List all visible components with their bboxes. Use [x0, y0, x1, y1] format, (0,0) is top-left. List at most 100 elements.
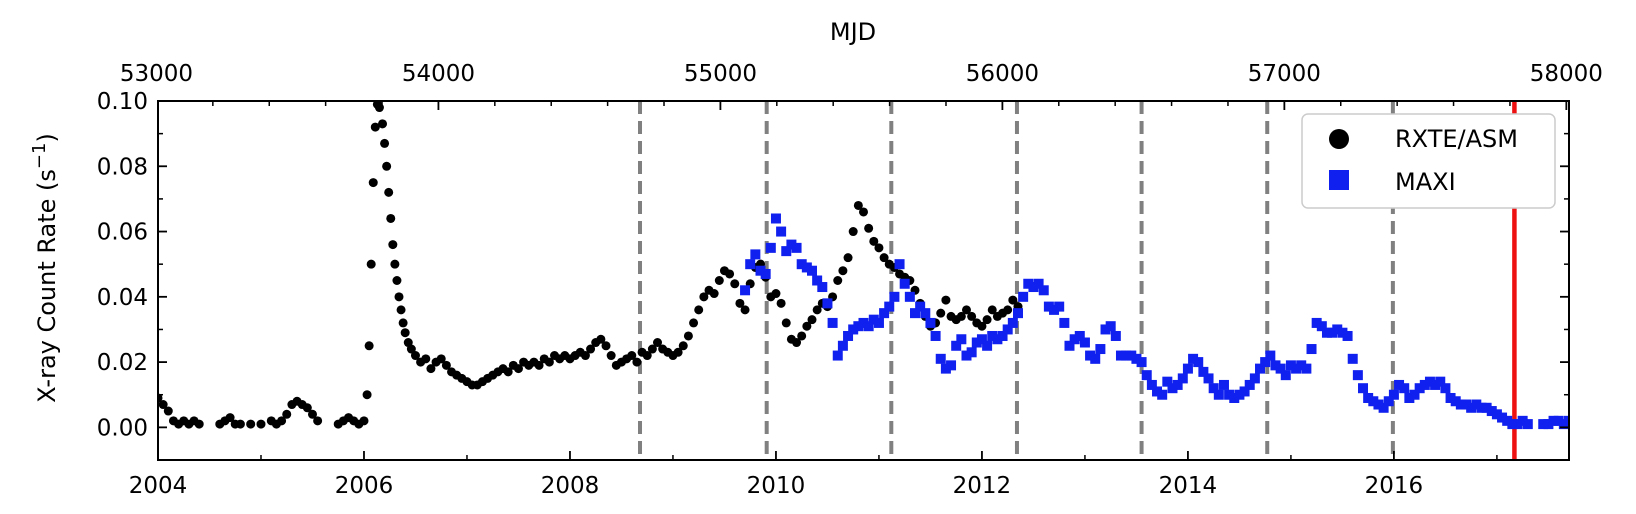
rxte-point-23 — [302, 403, 312, 413]
maxi-point-158 — [1564, 415, 1569, 426]
maxi-point-89 — [1198, 366, 1209, 377]
rxte-point-52 — [406, 344, 416, 354]
plot-frame — [157, 100, 1570, 461]
maxi-point-155 — [1548, 415, 1559, 426]
maxi-point-130 — [1409, 389, 1420, 400]
rxte-point-100 — [653, 338, 663, 348]
legend: RXTE/ASM MAXI — [1301, 113, 1556, 209]
rxte-point-111 — [709, 289, 719, 299]
rxte-point-90 — [601, 341, 611, 351]
top-axis-title: MJD — [830, 18, 876, 46]
maxi-point-18 — [832, 350, 843, 361]
rxte-point-114 — [725, 269, 735, 279]
maxi-point-120 — [1358, 383, 1369, 394]
maxi-point-94 — [1224, 389, 1235, 400]
maxi-point-119 — [1352, 370, 1363, 381]
rxte-point-142 — [869, 236, 879, 246]
maxi-point-122 — [1368, 396, 1379, 407]
maxi-point-167 — [1621, 416, 1631, 426]
rxte-point-49 — [398, 318, 408, 328]
rxte-point-25 — [313, 416, 323, 426]
maxi-point-80 — [1152, 386, 1163, 397]
maxi-point-41 — [951, 340, 962, 351]
rxte-point-87 — [586, 344, 596, 354]
rxte-point-99 — [647, 344, 657, 354]
maxi-point-98 — [1244, 379, 1255, 390]
rxte-point-89 — [596, 334, 606, 344]
rxte-point-116 — [735, 298, 745, 308]
maxi-point-16 — [822, 298, 833, 309]
top-tick-label-0: 53000 — [120, 61, 193, 87]
rxte-point-108 — [694, 305, 704, 315]
rxte-point-71 — [503, 367, 513, 377]
rxte-point-2 — [163, 406, 173, 416]
rxte-point-139 — [853, 200, 863, 210]
y-tick-label-5: 0.10 — [97, 89, 148, 115]
rxte-point-141 — [864, 223, 874, 233]
rxte-point-86 — [580, 351, 590, 361]
maxi-point-83 — [1167, 383, 1178, 394]
maxi-point-131 — [1414, 383, 1425, 394]
maxi-point-52 — [1007, 317, 1018, 328]
rxte-point-14 — [246, 419, 256, 429]
maxi-point-149 — [1507, 419, 1518, 430]
maxi-point-82 — [1162, 376, 1173, 387]
maxi-point-57 — [1033, 278, 1044, 289]
maxi-point-20 — [843, 330, 854, 341]
y-tick-label-3: 0.06 — [97, 220, 148, 246]
maxi-point-141 — [1466, 402, 1477, 413]
maxi-point-91 — [1208, 383, 1219, 394]
maxi-point-109 — [1301, 363, 1312, 374]
maxi-point-136 — [1440, 383, 1451, 394]
rxte-point-164 — [982, 315, 992, 325]
maxi-point-33 — [910, 308, 920, 319]
rxte-point-96 — [632, 357, 642, 367]
rxte-point-169 — [1008, 295, 1018, 305]
rxte-point-156 — [941, 295, 951, 305]
maxi-point-144 — [1481, 402, 1492, 413]
rxte-point-40 — [380, 138, 390, 148]
maxi-point-103 — [1270, 360, 1281, 371]
maxi-point-73 — [1115, 350, 1126, 361]
maxi-point-150 — [1512, 419, 1523, 430]
x-tick-label-1: 2006 — [335, 473, 394, 499]
x-tick-label-3: 2010 — [747, 473, 806, 499]
rxte-point-33 — [364, 341, 374, 351]
maxi-point-22 — [853, 321, 864, 332]
maxi-point-38 — [935, 353, 946, 364]
rxte-point-117 — [740, 305, 750, 315]
rxte-point-45 — [390, 259, 400, 269]
top-tick-label-1: 54000 — [402, 61, 475, 87]
rxte-point-124 — [776, 298, 786, 308]
maxi-point-159 — [1574, 419, 1584, 429]
maxi-point-160 — [1579, 416, 1589, 426]
maxi-point-92 — [1213, 389, 1224, 400]
maxi-point-142 — [1471, 399, 1482, 410]
rxte-point-125 — [781, 318, 791, 328]
x-tick-label-2: 2008 — [541, 473, 600, 499]
maxi-point-168 — [1626, 419, 1636, 429]
rxte-point-109 — [699, 292, 709, 302]
maxi-point-163 — [1595, 419, 1605, 429]
maxi-point-31 — [899, 278, 910, 289]
axes-layer: 2004 2006 2008 2010 2012 2014 2016 0.00 0.02 0.04… — [97, 61, 1603, 499]
maxi-point-35 — [920, 308, 931, 319]
maxi-point-15 — [817, 282, 828, 293]
maxi-point-14 — [812, 275, 823, 286]
maxi-point-72 — [1110, 330, 1121, 341]
maxi-point-0 — [740, 285, 751, 296]
rxte-point-34 — [366, 259, 376, 269]
maxi-point-84 — [1172, 379, 1183, 390]
maxi-point-146 — [1491, 409, 1502, 420]
maxi-point-112 — [1316, 321, 1327, 332]
rxte-point-98 — [642, 351, 652, 361]
maxi-point-147 — [1497, 412, 1508, 423]
maxi-point-101 — [1260, 357, 1271, 368]
y-tick-label-2: 0.04 — [97, 285, 148, 311]
rxte-point-50 — [400, 328, 410, 338]
maxi-point-19 — [837, 340, 848, 351]
maxi-point-128 — [1399, 383, 1410, 394]
maxi-point-24 — [863, 321, 874, 332]
maxi-point-95 — [1229, 392, 1240, 403]
legend-label-maxi: MAXI — [1395, 168, 1456, 196]
